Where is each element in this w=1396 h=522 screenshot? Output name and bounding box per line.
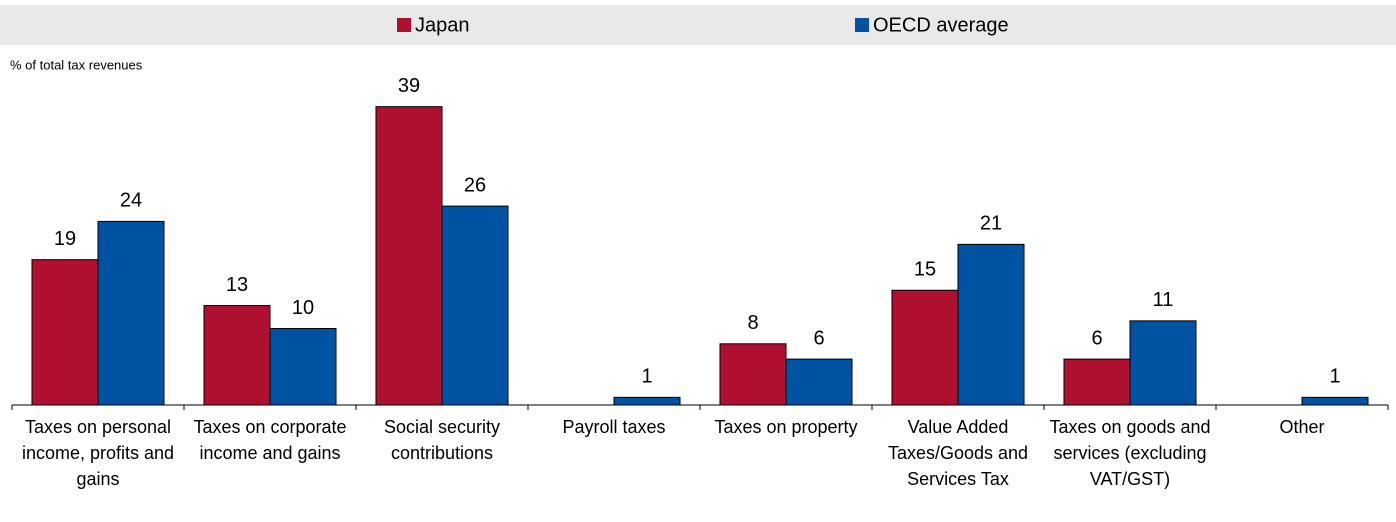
bar [891, 289, 959, 406]
data-label: 1 [641, 366, 652, 388]
bar [1063, 358, 1131, 406]
bar [441, 205, 509, 406]
data-label: 13 [226, 274, 248, 296]
bar [719, 343, 787, 406]
bar [785, 358, 853, 406]
legend-band [0, 5, 1396, 45]
x-tick-label: Taxes on goods and services (excluding V… [1049, 417, 1211, 489]
bar [269, 328, 337, 406]
x-tick-label: Other [1279, 417, 1325, 437]
bar [97, 220, 165, 406]
legend-swatch [855, 18, 869, 32]
data-label: 19 [54, 228, 76, 250]
data-label: 1 [1329, 366, 1340, 388]
x-tick-label: Taxes on corporate income and gains [193, 417, 347, 463]
bar [375, 106, 443, 406]
x-tick-label: Value Added Taxes/Goods and Services Tax [887, 417, 1029, 489]
bar [31, 259, 99, 406]
x-tick-label: Payroll taxes [562, 417, 666, 437]
data-label: 6 [813, 327, 824, 349]
bar [1129, 320, 1197, 406]
bar [1301, 396, 1369, 406]
legend-label: OECD average [873, 14, 1009, 36]
bar [613, 396, 681, 406]
y-axis-label: % of total tax revenues [10, 57, 143, 72]
bar [203, 305, 271, 406]
x-tick-label: Taxes on personal income, profits and ga… [21, 417, 175, 489]
data-label: 26 [464, 174, 486, 196]
data-label: 6 [1091, 327, 1102, 349]
x-tick-label: Taxes on property [714, 417, 858, 437]
bar [957, 243, 1025, 406]
x-tick-label: Social security contributions [383, 417, 501, 463]
data-label: 39 [398, 75, 420, 97]
legend-swatch [397, 18, 411, 32]
data-label: 11 [1153, 289, 1174, 311]
data-label: 10 [292, 297, 314, 319]
legend-label: Japan [415, 14, 470, 36]
data-label: 21 [980, 213, 1002, 235]
data-label: 8 [747, 312, 758, 334]
data-label: 15 [914, 259, 936, 281]
data-label: 24 [120, 190, 142, 212]
